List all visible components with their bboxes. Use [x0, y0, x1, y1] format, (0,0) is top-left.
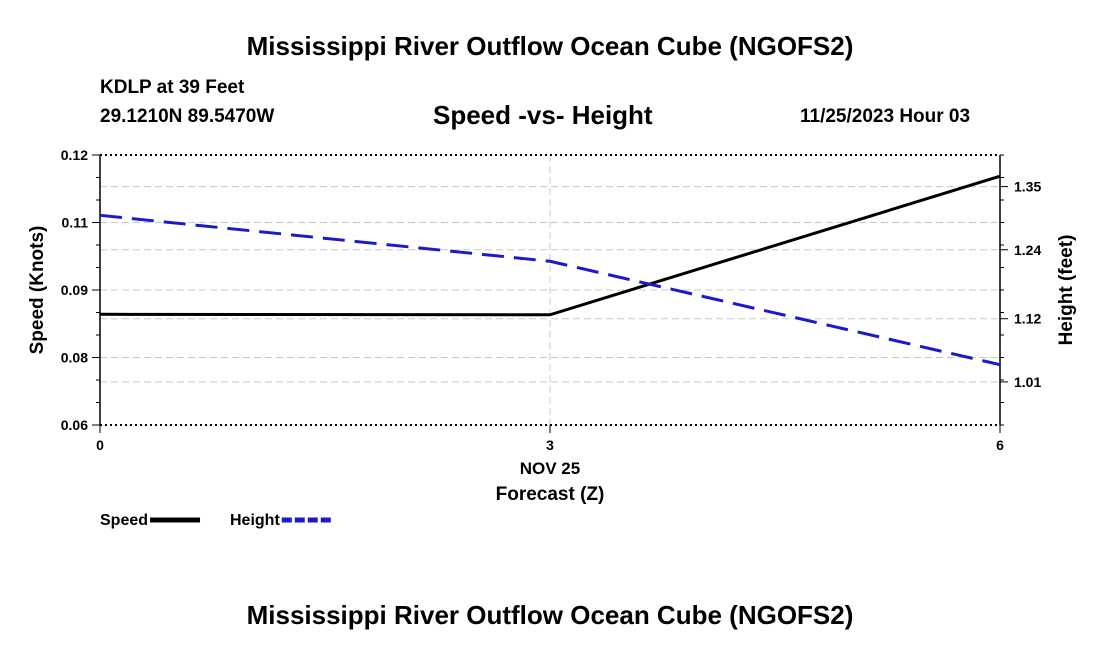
- series-line-height: [99, 213, 1001, 367]
- y-left-tick-label: 0.06: [61, 417, 88, 433]
- x-tick-label: 6: [996, 437, 1004, 453]
- y-right-tick-label: 1.12: [1014, 311, 1041, 327]
- x-tick-label: 3: [546, 437, 554, 453]
- x-date-label: NOV 25: [520, 459, 580, 478]
- y-left-tick-label: 0.09: [61, 282, 88, 298]
- timestamp-label: 11/25/2023 Hour 03: [800, 106, 971, 127]
- legend-label-speed: Speed: [100, 512, 148, 529]
- legend-label-height: Height: [230, 512, 280, 529]
- chart-title: Speed -vs- Height: [433, 100, 653, 130]
- y-right-tick-label: 1.35: [1014, 179, 1041, 195]
- station-label: KDLP at 39 Feet: [100, 77, 245, 98]
- y-left-tick-label: 0.11: [62, 215, 89, 231]
- footer-title: Mississippi River Outflow Ocean Cube (NG…: [246, 600, 854, 630]
- y-right-axis-title: Height (feet): [1056, 235, 1077, 346]
- x-tick-label: 0: [96, 437, 104, 453]
- y-right-tick-label: 1.24: [1014, 242, 1041, 258]
- y-right-tick-label: 1.01: [1014, 374, 1041, 390]
- x-axis-title: Forecast (Z): [496, 484, 605, 505]
- y-left-tick-label: 0.08: [61, 350, 88, 366]
- series-line-speed: [99, 174, 1001, 317]
- y-left-axis-title: Speed (Knots): [27, 226, 48, 355]
- page-title: Mississippi River Outflow Ocean Cube (NG…: [246, 31, 854, 61]
- coordinates-label: 29.1210N 89.5470W: [100, 106, 275, 127]
- y-left-tick-label: 0.12: [61, 147, 88, 163]
